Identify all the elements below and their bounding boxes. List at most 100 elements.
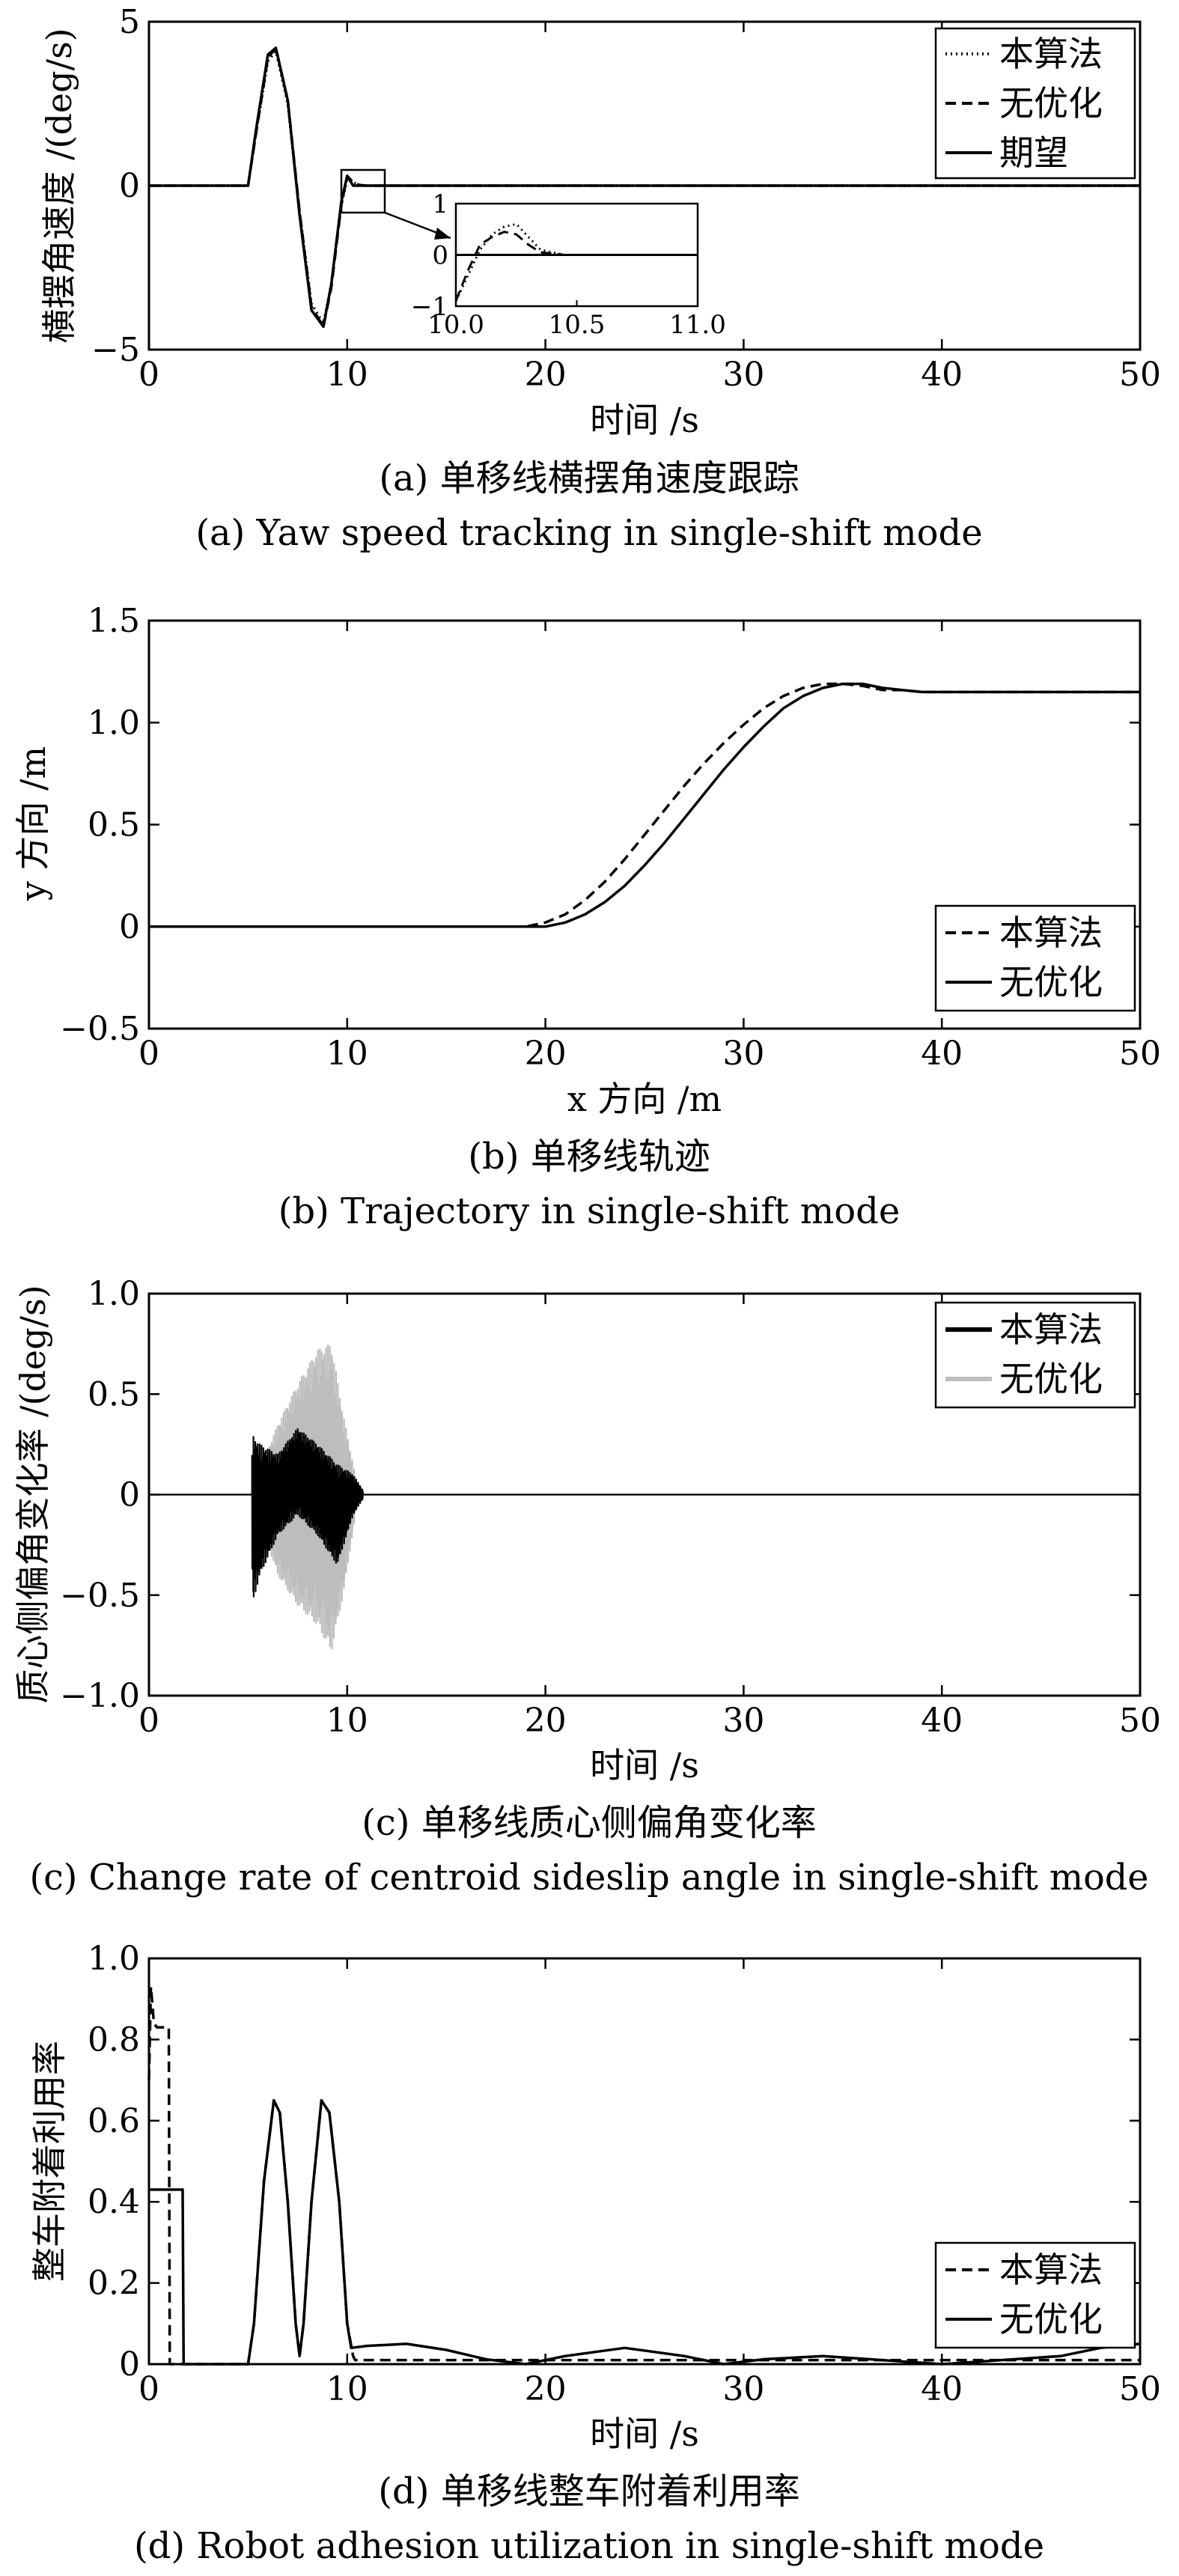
x-axis: 0 10 20 30 40 50 [138,1958,1161,2408]
legend: 本算法 无优化 [934,2241,1136,2349]
x-tick-label: 40 [921,1035,963,1073]
x-tick-label: 10 [326,1035,368,1073]
x-tick-label: 10 [326,356,368,394]
legend-label: 无优化 [999,1359,1103,1399]
y-tick-label: 0.6 [88,2102,140,2140]
x-tick-label: 0 [138,1035,159,1073]
x-tick-label: 30 [722,356,764,394]
legend-label: 本算法 [999,1309,1103,1350]
y-tick-label: −1.0 [60,1677,140,1715]
legend-box [934,2241,1136,2349]
legend-label: 无优化 [999,83,1103,124]
y-axis: −1.0 −0.5 0 0.5 1.0 [60,1275,1140,1715]
legend-label: 本算法 [999,913,1103,953]
y-tick-label: −0.5 [60,1577,140,1615]
x-axis-label: 时间 /s [590,1745,699,1785]
x-tick-label: 20 [525,1035,567,1073]
legend-label: 无优化 [999,2299,1103,2339]
series-line [149,1344,1140,1649]
x-tick-label: 30 [722,1702,764,1740]
chart-adhesion-utilization: 0 10 20 30 40 50 0 0.2 0.4 0.6 0.8 1.0 本算法 无优化 整车附… [29,1940,1161,2567]
y-tick-label: 0 [119,1476,140,1514]
x-tick-label: 0 [138,2370,159,2408]
series-layer [149,682,1140,928]
y-tick-label: −0.5 [60,1010,140,1048]
legend-label: 无优化 [999,962,1103,1002]
y-axis: −0.5 0 0.5 1.0 1.5 [60,602,1140,1048]
x-tick-label: 40 [921,2370,963,2408]
inset-series-layer [454,222,698,302]
x-tick-label: 50 [1119,1035,1161,1073]
series-line [149,2098,1141,2366]
y-tick-label: 0.4 [88,2183,140,2221]
y-axis-label: y 方向 /m [13,746,53,901]
y-tick-label: 5 [119,3,140,41]
legend-label: 本算法 [999,34,1103,74]
y-tick-label: 0.2 [88,2265,140,2303]
y-tick-label: 1.0 [88,1940,140,1978]
x-tick-label: 50 [1119,2370,1161,2408]
x-axis-label: 时间 /s [590,400,699,440]
inset-x-axis: 10.0 10.5 11.0 [427,300,726,340]
y-tick-label: 1.5 [88,602,140,640]
legend-label: 本算法 [999,2250,1103,2290]
series-layer [149,1344,1140,1649]
y-axis: −5 0 5 [91,3,1140,369]
x-tick-label: 50 [1119,1702,1161,1740]
x-tick-label: 20 [525,356,567,394]
x-tick-label: 40 [921,1702,963,1740]
y-axis-label: 整车附着利用率 [29,2041,70,2282]
legend: 本算法 无优化 [934,1301,1136,1409]
x-tick-label: 50 [1119,356,1161,394]
inset-x-tick-label: 10.5 [549,310,606,340]
legend-box [934,904,1136,1012]
series-line [149,682,1140,928]
legend-label: 期望 [999,133,1068,173]
inset-y-tick-label: 0 [432,241,448,271]
x-tick-label: 0 [138,1702,159,1740]
caption-en: (c) Change rate of centroid sideslip ang… [30,1857,1149,1898]
inset-chart: 10.0 10.5 11.0 1 0 −1 [411,189,726,340]
caption-zh: (d) 单移线整车附着利用率 [378,2470,799,2512]
x-axis: 0 10 20 30 40 50 [138,22,1161,394]
x-tick-label: 10 [326,2370,368,2408]
legend: 本算法 无优化 期望 [934,27,1136,180]
x-tick-label: 30 [722,2370,764,2408]
y-axis-label: 质心侧偏角变化率 /(deg/s) [13,1285,53,1703]
inset-x-tick-label: 10.0 [427,310,484,340]
y-tick-label: 0.8 [88,2021,140,2059]
x-tick-label: 40 [921,356,963,394]
y-axis: 0 0.2 0.4 0.6 0.8 1.0 [88,1940,1140,2384]
series-line [149,46,1140,329]
x-tick-label: 0 [138,356,159,394]
x-tick-label: 20 [525,2370,567,2408]
inset-y-tick-label: −1 [411,292,448,322]
legend: 本算法 无优化 [934,904,1136,1012]
inset-x-tick-label: 11.0 [669,310,726,340]
x-tick-label: 10 [326,1702,368,1740]
chart-yaw-speed: 0 10 20 30 40 50 −505 10.0 10.5 11.0 10−1 本算法 无… [39,3,1161,554]
legend-box [934,1301,1136,1409]
y-tick-label: 0 [119,167,140,205]
caption-en: (d) Robot adhesion utilization in single… [134,2525,1044,2567]
zoom-arrowhead [434,228,451,240]
chart-sideslip-rate: 0 10 20 30 40 50 −1.0 −0.5 0 0.5 1.0 本算法 无优化 质心侧偏… [13,1275,1161,1898]
x-axis-label: x 方向 /m [567,1079,722,1119]
y-tick-label: 0.5 [88,806,140,844]
y-tick-label: 1.0 [88,704,140,742]
x-axis: 0 10 20 30 40 50 [138,1294,1161,1740]
y-tick-label: 1.0 [88,1275,140,1313]
x-axis: 0 10 20 30 40 50 [138,621,1161,1073]
series-line [149,1428,1140,1598]
series-layer [147,1985,1141,2366]
x-tick-label: 30 [722,1035,764,1073]
caption-en: (b) Trajectory in single-shift mode [278,1190,901,1232]
y-tick-label: 0.5 [88,1375,140,1413]
zoom-region-box [340,168,386,214]
series-layer [149,46,1140,329]
x-tick-label: 20 [525,1702,567,1740]
y-tick-label: 0 [119,908,140,946]
caption-zh: (c) 单移线质心侧偏角变化率 [362,1802,817,1844]
caption-zh: (b) 单移线轨迹 [468,1136,710,1178]
